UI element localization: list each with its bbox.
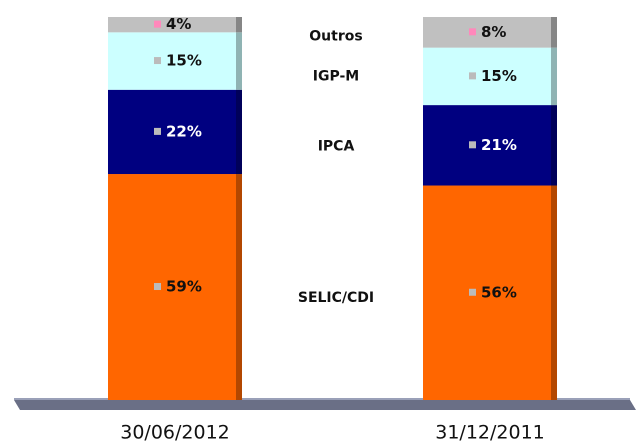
label-marker bbox=[469, 288, 476, 296]
bar-segment bbox=[108, 89, 236, 175]
category-label: 30/06/2012 bbox=[120, 422, 230, 444]
label-marker bbox=[154, 283, 161, 291]
bar-segment bbox=[108, 32, 236, 90]
label-marker bbox=[154, 20, 161, 28]
value-label: 8% bbox=[481, 23, 506, 41]
bar-side bbox=[236, 17, 242, 33]
value-label: 59% bbox=[166, 278, 202, 296]
label-marker bbox=[154, 127, 161, 135]
value-label: 4% bbox=[166, 15, 191, 33]
bar-segment bbox=[423, 105, 551, 186]
bar-side bbox=[551, 17, 557, 48]
category-label: 31/12/2011 bbox=[435, 422, 545, 444]
bar-segment bbox=[423, 185, 551, 400]
series-label: Outros bbox=[309, 28, 362, 44]
bar-side bbox=[236, 174, 242, 400]
bar-side bbox=[236, 89, 242, 175]
series-label: SELIC/CDI bbox=[298, 290, 374, 306]
bar-side bbox=[551, 47, 557, 106]
bar-segment bbox=[423, 17, 551, 48]
label-marker bbox=[154, 57, 161, 65]
bar-segment bbox=[108, 174, 236, 400]
value-label: 15% bbox=[481, 67, 517, 85]
bar-side bbox=[551, 105, 557, 186]
bar-segment bbox=[423, 47, 551, 106]
label-marker bbox=[469, 28, 476, 36]
label-marker bbox=[469, 141, 476, 149]
value-label: 15% bbox=[166, 52, 202, 70]
value-label: 21% bbox=[481, 136, 517, 154]
label-marker bbox=[469, 72, 476, 80]
bar-side bbox=[236, 32, 242, 90]
floor bbox=[14, 400, 636, 410]
bar-side bbox=[551, 185, 557, 400]
value-label: 56% bbox=[481, 283, 517, 301]
series-label: IPCA bbox=[318, 139, 355, 155]
series-label: IGP-M bbox=[313, 69, 359, 85]
bar-segment bbox=[108, 17, 236, 33]
value-label: 22% bbox=[166, 122, 202, 140]
